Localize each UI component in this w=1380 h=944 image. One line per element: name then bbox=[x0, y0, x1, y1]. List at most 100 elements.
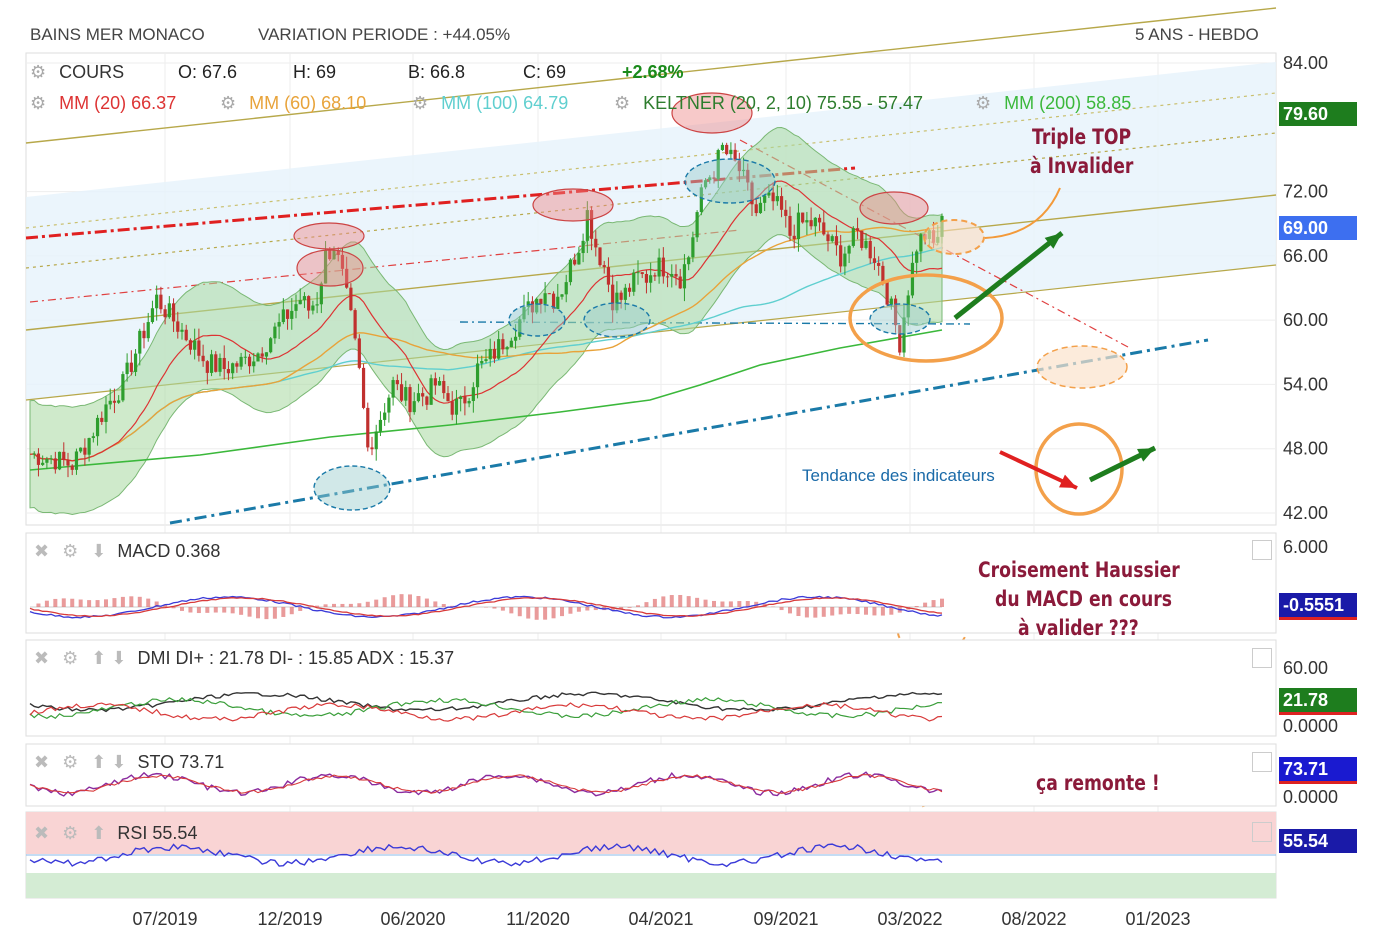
macd-value: 0.368 bbox=[175, 541, 221, 561]
macd-name: MACD bbox=[117, 541, 171, 561]
candle-body bbox=[522, 306, 526, 320]
close-icon[interactable]: ✖ bbox=[34, 648, 50, 668]
candle-body bbox=[712, 177, 716, 180]
macd-histogram-bar bbox=[222, 607, 227, 613]
candle-body bbox=[370, 447, 374, 450]
macd-histogram-bar bbox=[416, 596, 421, 607]
macd-histogram-bar bbox=[382, 597, 387, 607]
gear-icon[interactable]: ⚙ bbox=[62, 823, 79, 843]
gear-icon[interactable]: ⚙ bbox=[975, 93, 992, 113]
macd-histogram-bar bbox=[745, 601, 750, 607]
candle-body bbox=[121, 374, 125, 401]
candle-body bbox=[877, 262, 881, 266]
rsi-oversold-zone bbox=[26, 873, 1276, 898]
macd-histogram-bar bbox=[357, 603, 362, 607]
candle-body bbox=[771, 192, 775, 202]
candle-body bbox=[159, 294, 163, 310]
candle-body bbox=[112, 400, 117, 403]
arrow-up-icon[interactable]: ⬆ bbox=[91, 823, 107, 843]
candle-body bbox=[813, 217, 817, 227]
close-icon[interactable]: ✖ bbox=[34, 752, 50, 772]
bullish-arrow bbox=[953, 231, 1064, 320]
candle-body bbox=[416, 393, 421, 402]
macd-histogram-bar bbox=[610, 607, 615, 611]
candle-body bbox=[66, 459, 70, 466]
candle-body bbox=[716, 150, 720, 180]
dmi-checkbox[interactable] bbox=[1252, 648, 1272, 668]
candle-body bbox=[395, 380, 399, 385]
gear-icon[interactable]: ⚙ bbox=[62, 752, 79, 772]
candle-body bbox=[184, 329, 188, 341]
candle-body bbox=[100, 417, 104, 422]
candle-body bbox=[74, 451, 79, 470]
top-ellipse bbox=[532, 188, 614, 222]
arrow-down-icon[interactable]: ⬇ bbox=[91, 541, 107, 561]
candle-body bbox=[117, 400, 121, 403]
candle-body bbox=[509, 340, 513, 348]
macd-histogram-bar bbox=[720, 601, 725, 607]
candle-body bbox=[623, 287, 627, 300]
candle-body bbox=[307, 296, 311, 311]
price-axis: 84.00 72.00 66.00 60.00 54.00 48.00 42.00 bbox=[1283, 53, 1328, 523]
macd-histogram-bar bbox=[87, 600, 92, 607]
rsi-name: RSI bbox=[117, 823, 148, 843]
close-icon[interactable]: ✖ bbox=[34, 823, 50, 843]
macd-histogram-bar bbox=[36, 603, 41, 607]
macd-histogram-bar bbox=[517, 607, 522, 617]
candle-body bbox=[518, 319, 522, 337]
candle-body bbox=[703, 180, 708, 188]
gear-icon[interactable]: ⚙ bbox=[412, 93, 429, 113]
top-ellipse bbox=[296, 249, 364, 287]
sto-checkbox[interactable] bbox=[1252, 752, 1272, 772]
macd-histogram-bar bbox=[171, 607, 176, 609]
candle-body bbox=[298, 300, 302, 305]
macd-histogram-bar bbox=[534, 607, 539, 620]
macd-histogram-bar bbox=[940, 598, 944, 607]
close-icon[interactable]: ✖ bbox=[34, 541, 50, 561]
arrow-up-icon[interactable]: ⬆ bbox=[91, 648, 107, 668]
candle-body bbox=[218, 357, 222, 372]
candle-body bbox=[779, 196, 784, 210]
macd-histogram-bar bbox=[230, 607, 235, 614]
triple-top-label-1: Triple TOP bbox=[1032, 125, 1132, 149]
macd-checkbox[interactable] bbox=[1252, 540, 1272, 560]
arrow-down-icon[interactable]: ⬇ bbox=[111, 648, 127, 668]
orange-ellipse bbox=[923, 219, 985, 255]
candle-body bbox=[32, 453, 36, 455]
candle-body bbox=[425, 396, 429, 405]
candle-body bbox=[881, 265, 885, 282]
candle-body bbox=[577, 253, 581, 265]
gear-icon[interactable]: ⚙ bbox=[220, 93, 237, 113]
arrow-down-icon[interactable]: ⬇ bbox=[111, 752, 127, 772]
triple-top-label-2: à Invalider bbox=[1030, 154, 1134, 178]
gear-icon[interactable]: ⚙ bbox=[62, 541, 79, 561]
candle-body bbox=[788, 215, 792, 236]
candle-body bbox=[644, 274, 649, 283]
candle-body bbox=[754, 204, 758, 214]
rsi-checkbox[interactable] bbox=[1252, 822, 1272, 842]
macd-histogram-bar bbox=[188, 607, 193, 613]
candle-body bbox=[480, 361, 484, 364]
macd-histogram-bar bbox=[627, 607, 632, 608]
gear-icon[interactable]: ⚙ bbox=[614, 93, 631, 113]
macd-histogram-bar bbox=[652, 598, 657, 607]
candle-body bbox=[539, 298, 543, 304]
candle-body bbox=[446, 393, 450, 402]
mm60-label: MM (60) 68.10 bbox=[249, 93, 367, 113]
macd-histogram-bar bbox=[264, 607, 269, 620]
candle-body bbox=[670, 273, 674, 277]
macd-histogram-bar bbox=[213, 607, 218, 613]
arrow-up-icon[interactable]: ⬆ bbox=[91, 752, 107, 772]
gear-icon[interactable]: ⚙ bbox=[30, 93, 47, 113]
candle-body bbox=[640, 272, 644, 275]
gear-icon[interactable]: ⚙ bbox=[62, 648, 79, 668]
candle-body bbox=[505, 347, 509, 350]
candle-body bbox=[627, 287, 632, 292]
candle-body bbox=[454, 398, 459, 415]
macd-histogram-bar bbox=[340, 603, 345, 607]
candle-body bbox=[171, 303, 176, 322]
macd-histogram-bar bbox=[661, 596, 666, 607]
price-tick-label: 84.00 bbox=[1283, 53, 1328, 73]
gear-icon[interactable]: ⚙ bbox=[30, 62, 47, 82]
macd-line bbox=[29, 595, 943, 619]
